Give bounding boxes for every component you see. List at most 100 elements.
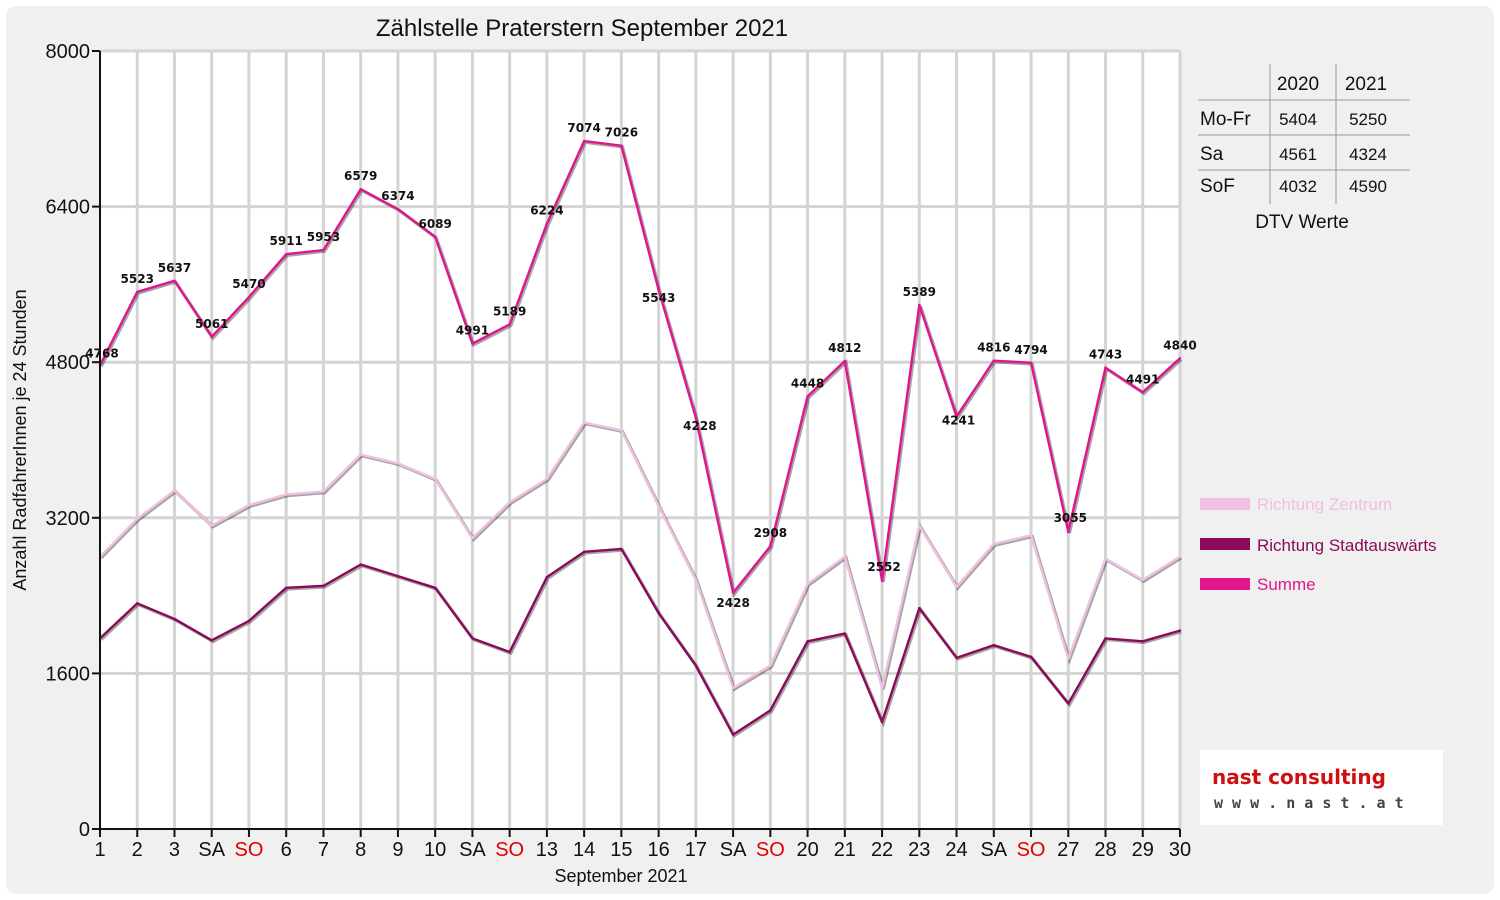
series-line-richtung-zentrum: [99, 421, 1181, 690]
data-point-richtung-stadtausw-rts: [471, 637, 474, 640]
data-point-summe: [582, 139, 586, 143]
data-point-summe: [955, 415, 958, 418]
axes: [92, 50, 1181, 837]
y-tick-label: 3200: [46, 508, 91, 530]
data-point-richtung-zentrum: [955, 585, 958, 589]
data-point-richtung-stadtausw-rts: [955, 656, 958, 660]
data-point-richtung-stadtausw-rts: [1104, 637, 1107, 640]
data-label: 6224: [530, 204, 563, 218]
data-point-richtung-zentrum: [471, 537, 474, 540]
x-tick-label: SO: [495, 839, 524, 861]
plot-area: [100, 51, 1180, 829]
data-point-richtung-zentrum: [1178, 555, 1182, 558]
x-tick-labels: 1 2 3 SA SO 6 7 8 9 10 SA SO 13 14 15 16 17 SA SO 20 21 22 23 2…: [94, 839, 1191, 861]
series-lines: [98, 139, 1183, 739]
data-point-richtung-zentrum: [880, 686, 884, 690]
data-point-richtung-stadtausw-rts: [992, 643, 995, 647]
data-label: 7074: [567, 121, 600, 135]
table-row-label: SoF: [1200, 176, 1235, 197]
data-label: 5543: [642, 291, 675, 305]
data-point-richtung-stadtausw-rts: [210, 639, 213, 642]
data-point-richtung-stadtausw-rts: [731, 733, 735, 736]
y-axis-label: Anzahl RadfahrerInnen je 24 Stunden: [10, 289, 30, 590]
data-point-richtung-zentrum: [545, 477, 549, 481]
data-point-richtung-zentrum: [322, 490, 325, 493]
data-label: 5637: [158, 261, 191, 275]
data-point-richtung-stadtausw-rts: [657, 611, 660, 615]
legend-label-stadtauswaerts: Richtung Stadtauswärts: [1257, 536, 1437, 555]
data-point-richtung-stadtausw-rts: [247, 619, 251, 623]
data-point-richtung-stadtausw-rts: [173, 617, 176, 621]
data-point-summe: [545, 222, 549, 225]
data-point-richtung-zentrum: [992, 542, 995, 546]
data-point-richtung-stadtausw-rts: [1029, 655, 1033, 659]
series-line-richtung-stadtausw-rts: [99, 547, 1181, 736]
data-point-summe: [694, 416, 698, 420]
data-point-summe: [471, 342, 474, 345]
data-point-summe: [843, 359, 847, 363]
data-label: 4768: [85, 346, 118, 360]
x-tick-label: 22: [871, 839, 893, 861]
x-tick-label: 16: [647, 839, 669, 861]
x-tick-label: 6: [281, 839, 292, 861]
legend-swatch-summe: [1200, 578, 1250, 590]
x-tick-label: SA: [198, 839, 225, 861]
data-point-richtung-zentrum: [769, 664, 772, 667]
data-point-summe: [731, 591, 735, 595]
data-point-summe: [769, 544, 772, 548]
data-point-richtung-stadtausw-rts: [769, 709, 772, 712]
data-point-richtung-zentrum: [1141, 578, 1144, 582]
data-point-richtung-stadtausw-rts: [582, 550, 586, 554]
data-point-summe: [1029, 361, 1033, 364]
x-tick-label: 10: [424, 839, 446, 861]
data-point-richtung-zentrum: [657, 504, 660, 508]
x-tick-label: 13: [536, 839, 558, 861]
x-tick-label: 20: [796, 839, 818, 861]
x-tick-label: SO: [235, 839, 264, 861]
table-row-label: Sa: [1200, 144, 1224, 165]
data-label: 4816: [977, 341, 1010, 355]
legend-label-summe: Summe: [1257, 575, 1316, 594]
data-label: 2552: [867, 560, 900, 574]
data-point-richtung-zentrum: [843, 555, 847, 558]
x-tick-label: 24: [945, 839, 967, 861]
data-point-summe: [1067, 530, 1070, 534]
table-header-2021: 2021: [1345, 74, 1387, 95]
x-tick-label: 23: [908, 839, 930, 861]
logo-brand-text: nast consulting: [1212, 765, 1386, 789]
series-line-summe: [98, 139, 1181, 595]
data-point-summe: [173, 279, 176, 283]
data-point-summe: [136, 290, 139, 294]
x-tick-label: 30: [1169, 839, 1191, 861]
data-label: 4743: [1089, 348, 1122, 362]
table-cell: 5250: [1349, 110, 1387, 129]
legend: Richtung Zentrum Richtung Stadtauswärts …: [1200, 495, 1437, 594]
x-tick-label: 7: [318, 839, 329, 861]
data-label: 7026: [605, 126, 638, 140]
data-point-richtung-stadtausw-rts: [508, 650, 511, 654]
x-tick-label: SO: [756, 839, 785, 861]
data-label: 4812: [828, 341, 861, 355]
data-point-richtung-stadtausw-rts: [285, 586, 288, 590]
data-point-summe: [1141, 391, 1144, 394]
data-point-summe: [992, 359, 995, 362]
x-tick-label: SO: [1017, 839, 1046, 861]
data-point-summe: [322, 248, 325, 252]
data-point-richtung-zentrum: [694, 578, 698, 582]
data-point-summe: [918, 303, 921, 307]
data-point-richtung-zentrum: [582, 421, 586, 424]
y-tick-label: 8000: [46, 41, 91, 63]
data-label: 5523: [121, 272, 154, 286]
x-tick-label: SA: [720, 839, 747, 861]
data-point-summe: [285, 252, 288, 256]
data-label: 2908: [754, 526, 787, 540]
y-tick-labels: 0 1600 3200 4800 6400 8000: [46, 41, 91, 841]
x-tick-label: 28: [1094, 839, 1116, 861]
data-point-richtung-zentrum: [285, 493, 288, 496]
data-point-richtung-stadtausw-rts: [433, 586, 437, 590]
data-label: 5953: [307, 230, 340, 244]
chart-title: Zählstelle Praterstern September 2021: [376, 15, 788, 42]
data-point-richtung-stadtausw-rts: [918, 607, 921, 610]
data-labels: 4768 5523 5637 5061 5470 5911 5953 6579 6374 6089…: [85, 121, 1196, 610]
x-tick-label: 1: [94, 839, 105, 861]
